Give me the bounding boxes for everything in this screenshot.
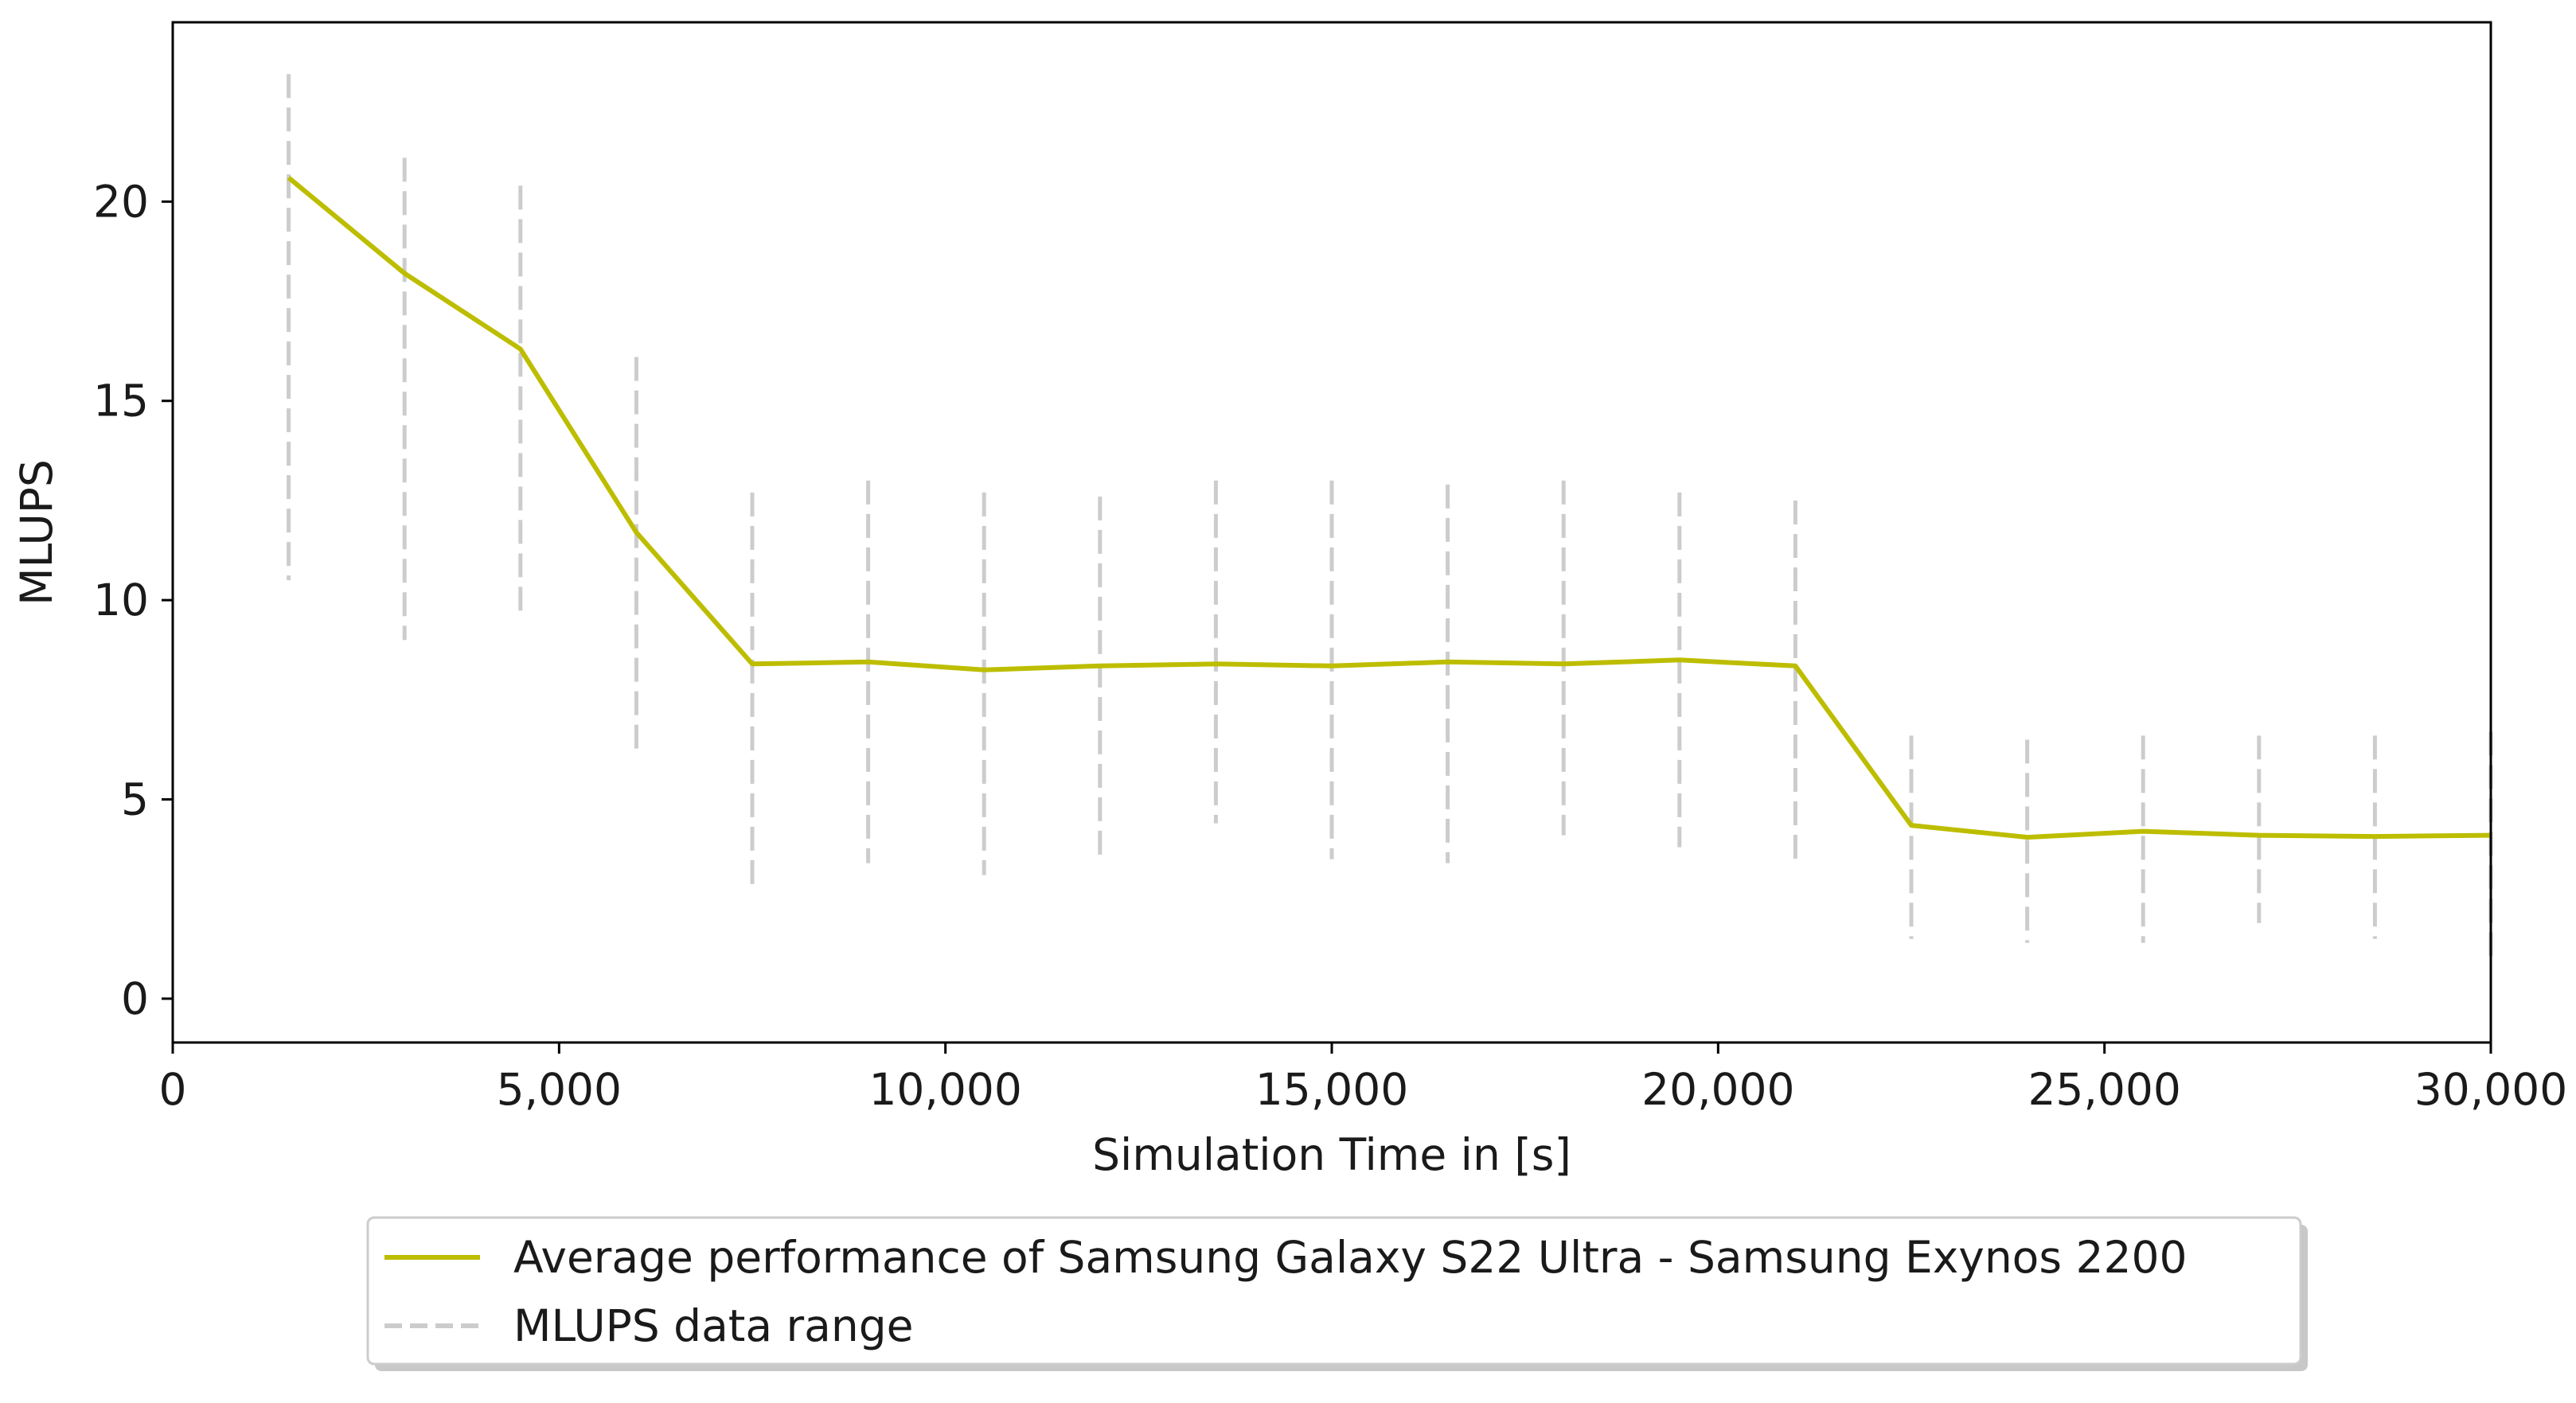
x-tick-label: 5,000 xyxy=(497,1064,622,1115)
y-tick-label: 0 xyxy=(121,973,149,1024)
legend-label-average: Average performance of Samsung Galaxy S2… xyxy=(513,1232,2187,1283)
x-tick-label: 20,000 xyxy=(1641,1064,1794,1115)
x-tick-label: 25,000 xyxy=(2028,1064,2180,1115)
y-tick-label: 15 xyxy=(93,376,149,427)
legend: Average performance of Samsung Galaxy S2… xyxy=(366,1216,2308,1371)
y-tick-label: 10 xyxy=(93,575,149,626)
legend-label-range: MLUPS data range xyxy=(513,1300,913,1351)
series-line-average-performance xyxy=(287,175,2492,840)
y-axis-ticks: 0 5 10 15 20 xyxy=(93,176,173,1024)
x-tick-label: 10,000 xyxy=(868,1064,1021,1115)
x-tick-label: 30,000 xyxy=(2414,1064,2567,1115)
range-bars-layer xyxy=(287,74,2493,963)
x-tick-label: 0 xyxy=(159,1064,187,1115)
x-axis-label: Simulation Time in [s] xyxy=(1092,1129,1571,1180)
y-tick-label: 5 xyxy=(121,774,149,825)
series-layer xyxy=(287,175,2492,840)
y-tick-label: 20 xyxy=(93,176,149,227)
x-axis-ticks: 0 5,000 10,000 15,000 20,000 25,000 30,000 xyxy=(159,1043,2567,1115)
legend-box xyxy=(366,1216,2302,1366)
x-tick-label: 15,000 xyxy=(1255,1064,1408,1115)
y-axis-label: MLUPS xyxy=(11,459,62,606)
